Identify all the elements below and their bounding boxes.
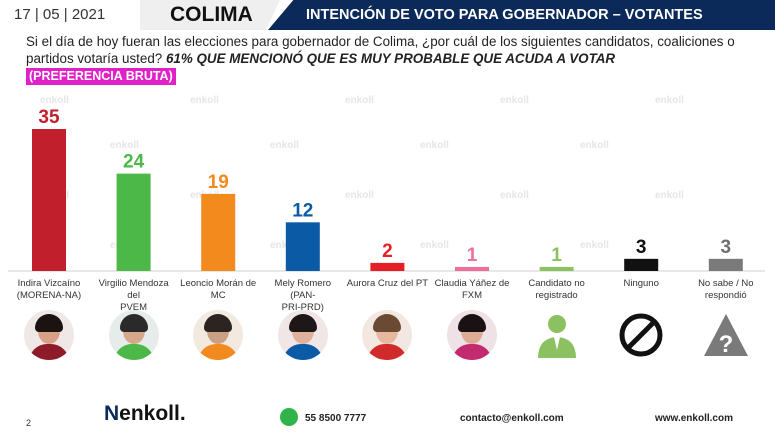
data-label-2: 24 [123, 152, 145, 173]
photo-shirt [367, 344, 408, 360]
contact-email: contacto@enkoll.com [460, 413, 564, 424]
category-label-line: registrado [535, 290, 578, 301]
bar-2 [116, 173, 151, 271]
contact-phone: 55 8500 7777 [305, 413, 367, 424]
category-label-line: Indira Vizcaíno [17, 278, 81, 289]
watermark-text: enkoll [190, 95, 219, 106]
photo-shirt [452, 344, 492, 360]
candidate-photo-3 [193, 310, 244, 360]
header-bar: 17 | 05 | 2021 COLIMA INTENCIÓN DE VOTO … [0, 0, 775, 30]
category-label-9: No sabe / No respondió [684, 278, 768, 302]
bar-3 [201, 193, 236, 271]
logo-text: enkoll. [119, 402, 186, 425]
category-label-line: MC [210, 290, 226, 301]
category-label-1: Indira Vizcaíno (MORENA-NA) [7, 278, 91, 302]
candidate-photo-5 [362, 310, 413, 360]
watermark-text: enkoll [345, 95, 374, 106]
bar-9 [708, 258, 743, 271]
photo-hair [35, 314, 63, 332]
data-label-4: 12 [292, 200, 313, 221]
category-label-line: Mely Romero (PAN- [274, 278, 332, 301]
category-label-3: Leoncio Morán de MC [176, 278, 260, 302]
svg-text:?: ? [718, 331, 733, 358]
bar-8 [624, 258, 659, 271]
watermark-text: enkoll [655, 95, 684, 106]
watermark-text: enkoll [345, 190, 374, 201]
category-label-line: Candidato no [528, 278, 585, 289]
watermark-text: enkoll [500, 95, 529, 106]
category-label-7: Candidato no registrado [515, 278, 599, 302]
question-emphasis: 61% QUE MENCIONÓ QUE ES MUY PROBABLE QUE… [165, 51, 616, 66]
data-label-1: 35 [38, 107, 60, 128]
photo-hair [204, 314, 233, 332]
category-label-line: PRI-PRD) [281, 302, 324, 313]
candidate-photo-4 [277, 310, 328, 360]
photo-shirt [198, 344, 239, 360]
candidate-photo-2 [108, 310, 159, 360]
watermark-text: enkoll [420, 140, 449, 151]
state-name: COLIMA [140, 0, 280, 30]
bar-5 [370, 262, 405, 271]
preference-tag: (PREFERENCIA BRUTA) [26, 68, 176, 85]
logo-mark: N [104, 402, 120, 425]
category-label-line: FXM [461, 290, 483, 301]
watermark-text: enkoll [270, 140, 299, 151]
category-label-line: Leoncio Morán de [180, 278, 257, 289]
bar-4 [285, 222, 320, 271]
category-label-line: respondió [704, 290, 747, 301]
data-label-8: 3 [636, 237, 647, 258]
unregistered-candidate-icon [537, 315, 576, 358]
data-label-7: 1 [551, 245, 562, 266]
candidate-photo-1 [24, 310, 74, 360]
category-label-line: No sabe / No [698, 278, 754, 289]
watermark-text: enkoll [655, 190, 684, 201]
watermark-text: enkoll [500, 190, 529, 201]
category-label-line: Aurora Cruz del PT [346, 278, 429, 289]
watermark-text: enkoll [40, 95, 69, 106]
unknown-question-icon: ? [703, 314, 748, 358]
category-label-2: Virgilio Mendoza del PVEM [92, 278, 176, 314]
category-label-6: Claudia Yáñez de FXM [430, 278, 514, 302]
whatsapp-icon [280, 408, 298, 426]
data-label-6: 1 [467, 245, 478, 266]
data-label-5: 2 [382, 241, 393, 262]
photo-hair [373, 314, 402, 332]
enkoll-logo: Nenkoll. [104, 402, 186, 426]
watermark-text: enkoll [270, 240, 299, 251]
category-label-line: Virgilio Mendoza del [98, 278, 169, 301]
category-label-line: Ninguno [623, 278, 659, 289]
watermark-text: enkoll [110, 140, 139, 151]
watermark-text: enkoll [420, 240, 449, 251]
photo-hair [458, 314, 486, 332]
report-date: 17 | 05 | 2021 [0, 0, 140, 30]
bar-chart: 35 24 19 12 2 1 1 3 3 [8, 107, 765, 272]
category-label-5: Aurora Cruz del PT [345, 278, 429, 290]
photo-hair [119, 314, 148, 332]
candidate-photo-6 [447, 310, 497, 360]
data-label-9: 3 [721, 237, 732, 258]
website-link[interactable]: www.enkoll.com [655, 413, 733, 424]
none-prohibited-icon [619, 313, 663, 357]
category-label-4: Mely Romero (PAN- PRI-PRD) [261, 278, 345, 314]
bar-6 [455, 266, 489, 271]
bar-1 [32, 129, 66, 271]
category-label-line: (MORENA-NA) [16, 290, 82, 301]
category-label-8: Ninguno [599, 278, 683, 290]
photo-shirt [113, 344, 154, 360]
photo-hair [288, 314, 317, 332]
report-title: INTENCIÓN DE VOTO PARA GOBERNADOR – VOTA… [268, 0, 775, 30]
bar-7 [539, 266, 574, 271]
survey-question: Si el día de hoy fueran las elecciones p… [26, 33, 746, 67]
photo-shirt [282, 344, 323, 360]
category-label-line: Claudia Yáñez de [434, 278, 510, 289]
category-label-line: PVEM [120, 302, 148, 313]
data-label-3: 19 [208, 172, 229, 193]
watermark-text: enkoll [580, 240, 609, 251]
question-text: Si el día de hoy fueran las elecciones p… [26, 34, 735, 66]
photo-shirt [29, 344, 69, 360]
watermark-text: enkoll [580, 140, 609, 151]
page-number: 2 [26, 418, 32, 428]
